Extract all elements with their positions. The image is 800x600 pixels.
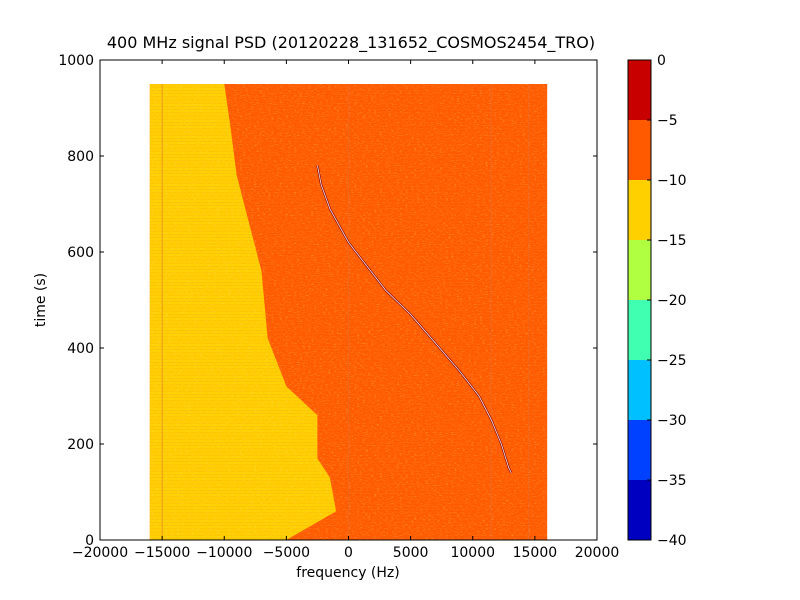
colorbar-band: [628, 300, 651, 360]
signal-track-highlight: [316, 165, 512, 474]
plot-area: −20000 −15000 −10000 −5000 0 5000 10000 15000 20…: [58, 53, 619, 561]
colorbar-band: [628, 240, 651, 300]
colorbar-band: [628, 420, 651, 480]
x-tick-label: 5000: [393, 545, 429, 561]
colorbar-band: [628, 480, 651, 540]
y-tick-label: 800: [67, 149, 94, 165]
colorbar-band: [628, 120, 651, 180]
x-axis-label: frequency (Hz): [296, 565, 399, 581]
x-tick-label: −20000: [72, 545, 128, 561]
colorbar-band: [628, 360, 651, 420]
x-tick-label: 15000: [513, 545, 558, 561]
colorbar-tick-label: −25: [657, 353, 687, 369]
x-tick-label: 20000: [575, 545, 620, 561]
x-axis: −20000 −15000 −10000 −5000 0 5000 10000 15000 20…: [72, 60, 619, 561]
y-tick-label: 0: [85, 533, 94, 549]
colorbar-band: [628, 60, 651, 120]
colorbar-tick-label: −15: [657, 233, 687, 249]
y-tick-label: 200: [67, 437, 94, 453]
y-tick-label: 600: [67, 245, 94, 261]
y-tick-label: 400: [67, 341, 94, 357]
y-tick-label: 1000: [58, 53, 94, 69]
x-tick-label: −15000: [134, 545, 190, 561]
colorbar-tick-label: 0: [657, 53, 666, 69]
heatmap-data: [149, 84, 548, 540]
colorbar-tick-label: −10: [657, 173, 687, 189]
chart-title: 400 MHz signal PSD (20120228_131652_COSM…: [107, 33, 595, 53]
colorbar-tick-label: −30: [657, 413, 687, 429]
x-tick-label: −10000: [196, 545, 252, 561]
x-tick-label: 0: [344, 545, 353, 561]
y-axis-label: time (s): [33, 273, 49, 327]
colorbar-band: [628, 180, 651, 240]
x-tick-label: −5000: [263, 545, 310, 561]
colorbar-tick-label: −35: [657, 473, 687, 489]
colorbar-tick-label: −20: [657, 293, 687, 309]
colorbar: −40 −35 −30 −25 −20 −15 −10 −5 0: [627, 53, 687, 549]
colorbar-tick-label: −5: [657, 113, 678, 129]
x-tick-label: 10000: [450, 545, 495, 561]
colorbar-tick-label: −40: [657, 533, 687, 549]
y-axis: 0 200 400 600 800 1000: [58, 53, 597, 549]
